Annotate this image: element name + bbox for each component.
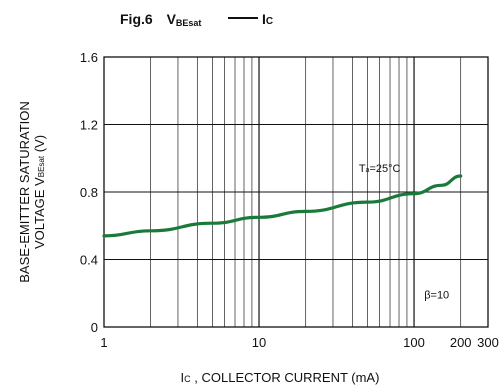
x-tick-label: 1 xyxy=(100,335,107,350)
y-tick-label: 1.6 xyxy=(80,50,98,65)
title-x-symbol: I xyxy=(262,11,266,27)
x-axis-label-prefix: I xyxy=(181,370,185,385)
figure-number: Fig.6 xyxy=(120,11,153,27)
x-axis-label-sub: C xyxy=(184,374,191,384)
x-tick-label: 300 xyxy=(477,335,499,350)
y-axis-label-line2: VOLTAGE VBEsat (V) xyxy=(32,135,47,249)
x-tick-label: 10 xyxy=(252,335,266,350)
x-axis-label-rest: , COLLECTOR CURRENT (mA) xyxy=(191,370,380,385)
y-tick-label: 0 xyxy=(91,320,98,335)
x-axis-label: IC , COLLECTOR CURRENT (mA) xyxy=(181,370,380,385)
title-x-symbol-text: IC xyxy=(262,11,273,27)
title-x-sub: C xyxy=(266,16,273,27)
y-axis-label-line2-suffix: (V) xyxy=(32,135,47,156)
y-tick-label: 1.2 xyxy=(80,118,98,133)
plot-frame xyxy=(103,56,489,328)
y-tick-label: 0.8 xyxy=(80,185,98,200)
tick-labels: 1 10 100 200 300 0 0.4 0.8 1.2 1.6 xyxy=(80,50,499,350)
title-y-symbol: V xyxy=(167,11,177,27)
x-tick-label: 200 xyxy=(450,335,472,350)
y-tick-label: 0.4 xyxy=(80,253,98,268)
series-line xyxy=(102,174,463,238)
grid xyxy=(103,56,489,328)
y-axis-label-line2-prefix: VOLTAGE V xyxy=(32,177,47,249)
y-axis-label-line2-sub: BEsat xyxy=(37,155,46,177)
chart-annotation: β=10 xyxy=(424,289,449,301)
title-y-sub: BEsat xyxy=(176,18,202,28)
annotations: Ta=25°C β=10 xyxy=(359,163,449,302)
chart-annotation: Ta=25°C xyxy=(359,163,401,175)
y-axis-label: BASE-EMITTER SATURATION VOLTAGE VBEsat (… xyxy=(17,101,47,283)
series-layer xyxy=(102,174,463,238)
y-axis-label-line1: BASE-EMITTER SATURATION xyxy=(17,101,32,283)
figure-title: Fig.6 VBEsat xyxy=(120,11,201,28)
x-tick-label: 100 xyxy=(403,335,425,350)
